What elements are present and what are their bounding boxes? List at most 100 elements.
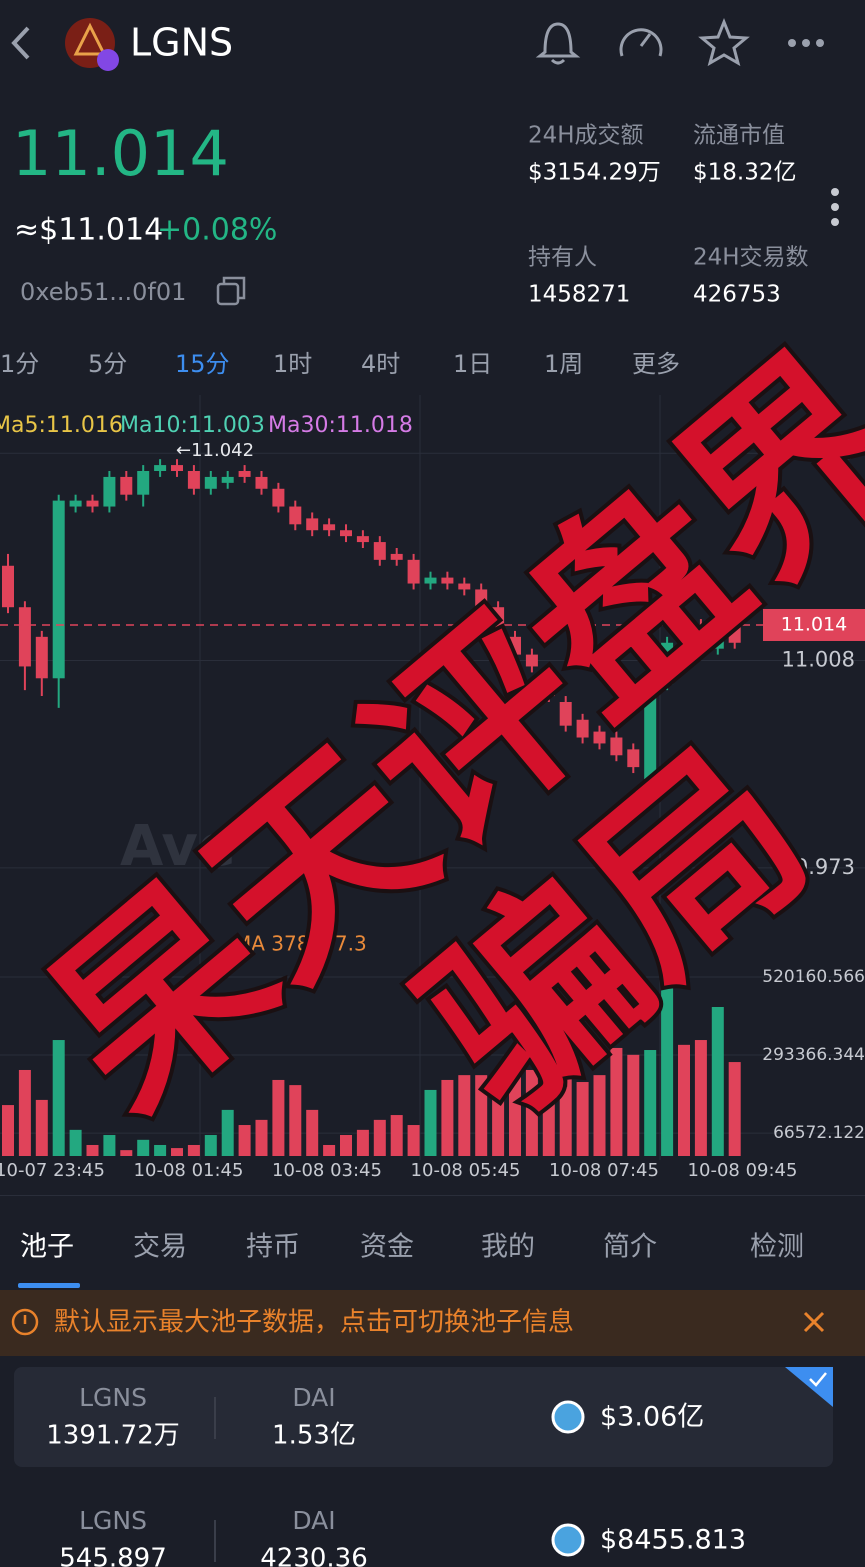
- star-icon[interactable]: [698, 17, 750, 67]
- volume-bar: [627, 1054, 640, 1156]
- dex-icon: [551, 1400, 585, 1434]
- x-tick-label: 10-08 03:45: [272, 1160, 382, 1181]
- timeframe[interactable]: 5分: [88, 350, 127, 378]
- tab[interactable]: 资金: [360, 1232, 414, 1263]
- gauge-icon[interactable]: [619, 28, 663, 57]
- candle-body: [238, 471, 251, 477]
- volume-bar: [661, 977, 674, 1156]
- contract-address: 0xeb51...0f01: [20, 278, 186, 306]
- volume-bar: [424, 1089, 437, 1156]
- notice-bar[interactable]: [0, 1290, 865, 1356]
- volume-bar: [52, 1040, 65, 1156]
- stat-value: 1458271: [528, 282, 630, 308]
- notice-close[interactable]: [803, 1311, 825, 1333]
- ma-label: Ma10:11.003: [120, 413, 265, 438]
- tab[interactable]: 池子: [20, 1232, 74, 1263]
- timeframe[interactable]: 4时: [361, 350, 400, 378]
- candle-body: [542, 672, 555, 697]
- volume-bar: [441, 1079, 454, 1156]
- pool-token0: LGNS: [79, 1506, 147, 1535]
- bell-icon[interactable]: [535, 22, 581, 65]
- pool-token0: LGNS: [79, 1383, 147, 1412]
- volume-bar: [255, 1119, 268, 1156]
- volume-bar: [35, 1099, 48, 1156]
- y-tick-label: 11.043: [782, 440, 855, 464]
- volume-bar: [204, 1135, 217, 1156]
- candle-body: [86, 500, 99, 507]
- candle-body: [373, 542, 386, 560]
- y-tick-label: 10.973: [782, 855, 855, 879]
- volume-tick-label: 66572.122: [773, 1123, 865, 1143]
- volume-bar: [187, 1144, 200, 1156]
- volume-bar: [542, 1075, 555, 1156]
- volume-bar: [593, 1075, 606, 1156]
- candle-body: [171, 465, 183, 472]
- pool-token1: DAI: [292, 1506, 335, 1535]
- stat-value: 426753: [693, 282, 781, 308]
- volume-bar: [154, 1144, 167, 1156]
- copy-icon[interactable]: [216, 282, 240, 306]
- candle-body: [475, 589, 488, 614]
- current-price-tag: [763, 608, 865, 641]
- timeframe[interactable]: 1日: [453, 350, 492, 378]
- tab-indicator: [18, 1283, 80, 1288]
- price-usd: ≈$11.014: [14, 213, 163, 248]
- pool-card[interactable]: [14, 1367, 833, 1467]
- volume-bar: [475, 1075, 488, 1156]
- ma-label: Ma5:11.016: [0, 413, 123, 438]
- volume-bar: [340, 1135, 352, 1156]
- volume-bar: [559, 1069, 572, 1156]
- x-tick-label: 10-08 05:45: [411, 1160, 521, 1181]
- timeframe[interactable]: 1分: [0, 350, 39, 378]
- candle-body: [593, 731, 606, 744]
- tab[interactable]: 检测: [750, 1232, 804, 1263]
- more-icon[interactable]: [788, 39, 824, 47]
- volume-bar: [103, 1135, 116, 1156]
- candle-body: [441, 577, 454, 584]
- volume-bar: [120, 1150, 133, 1156]
- volume-bar: [509, 1067, 521, 1156]
- candle-body: [356, 536, 369, 543]
- volume-bar: [238, 1125, 251, 1156]
- stat-label: 24H成交额: [528, 123, 644, 149]
- volume-bar: [18, 1069, 31, 1156]
- volume-tick-label: 520160.566: [762, 967, 865, 987]
- candle-body: [661, 642, 674, 685]
- volume-bar: [323, 1144, 336, 1156]
- chain-badge: [97, 49, 119, 71]
- candle-body: [559, 701, 572, 726]
- tab[interactable]: 简介: [603, 1232, 657, 1263]
- volume-bar: [610, 1047, 623, 1156]
- stat-label: 流通市值: [693, 123, 785, 149]
- volume-bar: [694, 1040, 707, 1156]
- candle-body: [137, 471, 150, 495]
- timeframe[interactable]: 15分: [175, 350, 230, 378]
- candle-body: [492, 607, 505, 637]
- candle-body: [255, 476, 268, 489]
- timeframe[interactable]: 1时: [273, 350, 312, 378]
- timeframe[interactable]: 1周: [544, 350, 583, 378]
- pool-amount0: 1391.72万: [46, 1421, 180, 1451]
- timeframe[interactable]: 更多: [632, 350, 680, 378]
- candle-body: [525, 654, 538, 667]
- volume-bar: [137, 1139, 150, 1156]
- token-logo-mark: [73, 22, 107, 56]
- side-menu[interactable]: [831, 188, 839, 226]
- tab[interactable]: 我的: [481, 1232, 535, 1263]
- tab[interactable]: 交易: [133, 1232, 187, 1263]
- pool-selected-badge: [785, 1367, 833, 1407]
- back-button[interactable]: [11, 26, 30, 60]
- stat-value: $3154.29万: [528, 160, 661, 186]
- tab[interactable]: 持币: [246, 1232, 300, 1263]
- volume-bar: [373, 1119, 386, 1156]
- volume-bar: [221, 1109, 234, 1156]
- price: 11.014: [12, 117, 229, 190]
- candle-body: [340, 530, 352, 537]
- volume-bar: [678, 1044, 690, 1156]
- volume-bar: [171, 1148, 183, 1156]
- dex-icon: [551, 1523, 585, 1557]
- candle-body: [678, 624, 690, 649]
- volume-ma-label: MA 378187.3: [234, 932, 367, 956]
